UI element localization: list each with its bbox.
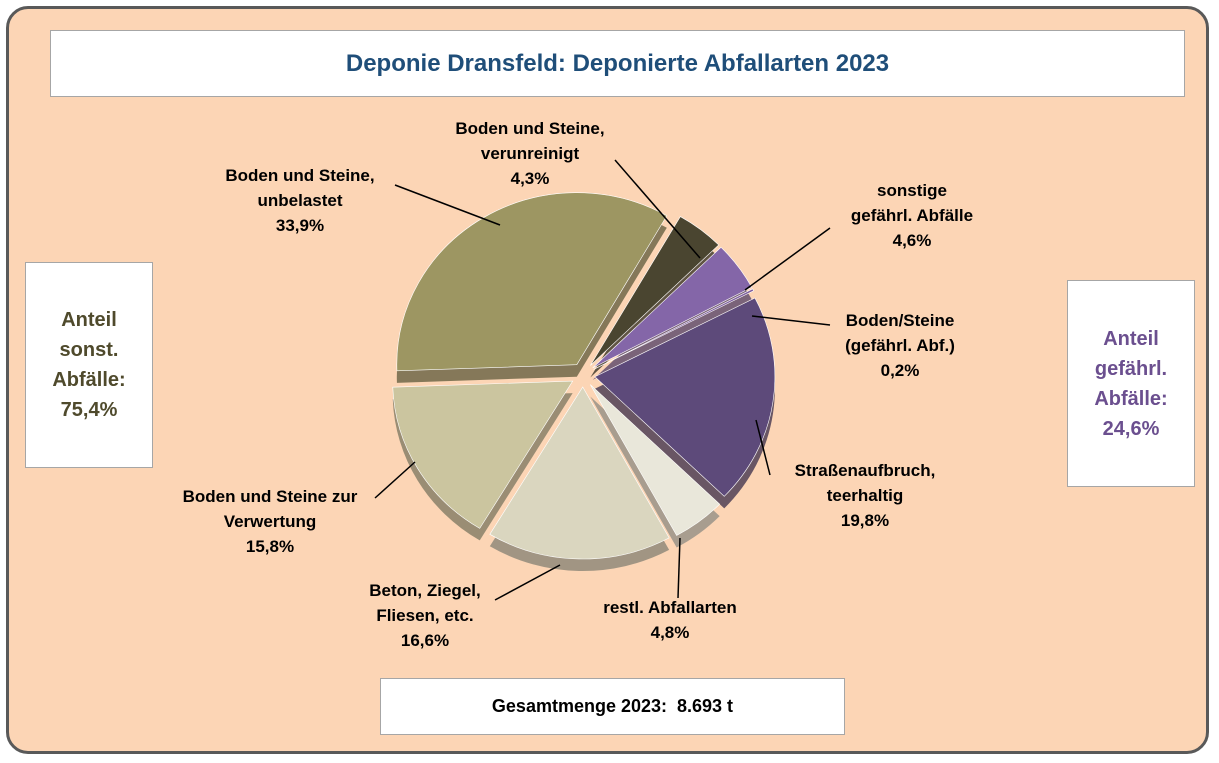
data-label: Boden und Steine, unbelastet 33,9% [160, 163, 440, 238]
data-label: sonstige gefährl. Abfälle 4,6% [772, 178, 1052, 253]
right-summary: Anteil gefährl. Abfälle: 24,6% [1067, 280, 1195, 487]
summary-line: Abfälle: [52, 369, 126, 391]
category-label: Boden und Steine zur Verwertung [182, 487, 358, 531]
category-label: Boden und Steine, verunreinigt [455, 119, 605, 163]
value-label: 15,8% [245, 537, 295, 556]
leader-line [494, 564, 561, 601]
value-label: 33,9% [275, 216, 325, 235]
summary-line: 75,4% [60, 399, 118, 421]
chart-title: Deponie Dransfeld: Deponierte Abfallarte… [50, 30, 1185, 97]
category-label: Beton, Ziegel, Fliesen, etc. [369, 581, 481, 625]
slice [392, 380, 574, 529]
value-label: 4,6% [892, 231, 932, 250]
value-label: 0,2% [880, 361, 920, 380]
slice [396, 192, 668, 372]
data-label: Boden und Steine zur Verwertung 15,8% [130, 484, 410, 559]
data-label: Beton, Ziegel, Fliesen, etc. 16,6% [285, 578, 565, 653]
left-summary: Anteil sonst. Abfälle: 75,4% [25, 262, 153, 468]
value-label: 16,6% [400, 631, 450, 650]
slice [590, 384, 721, 536]
summary-line: Anteil [61, 309, 117, 331]
data-label: Straßenaufbruch, teerhaltig 19,8% [725, 458, 1005, 533]
slice [594, 297, 776, 497]
category-label: restl. Abfallarten [603, 598, 737, 617]
summary-line: gefährl. [1094, 357, 1168, 380]
category-label: Straßenaufbruch, teerhaltig [794, 461, 936, 505]
leader-line [744, 227, 831, 291]
leader-line [751, 315, 831, 326]
data-label: restl. Abfallarten 4,8% [530, 595, 810, 645]
category-label: sonstige gefährl. Abfälle [850, 181, 974, 225]
slice [590, 216, 720, 366]
value-label: 19,8% [840, 511, 890, 530]
leader-line [614, 159, 701, 259]
slice [593, 288, 755, 370]
leader-line [374, 461, 416, 499]
leader-line [677, 537, 681, 599]
leader-line [394, 184, 501, 226]
value-label: 4,8% [650, 623, 690, 642]
value-label: 4,3% [510, 169, 550, 188]
summary-line: 24,6% [1102, 417, 1160, 440]
total-box: Gesamtmenge 2023: 8.693 t [380, 678, 845, 735]
data-label: Boden/Steine (gefährl. Abf.) 0,2% [760, 308, 1040, 383]
summary-line: sonst. [59, 339, 119, 361]
category-label: Boden/Steine (gefährl. Abf.) [845, 311, 955, 355]
leader-line [755, 419, 771, 476]
summary-line: Abfälle: [1094, 387, 1168, 410]
slice [592, 246, 753, 369]
slice [489, 386, 670, 560]
category-label: Boden und Steine, unbelastet [225, 166, 375, 210]
summary-line: Anteil [1103, 327, 1159, 350]
data-label: Boden und Steine, verunreinigt 4,3% [390, 116, 670, 191]
